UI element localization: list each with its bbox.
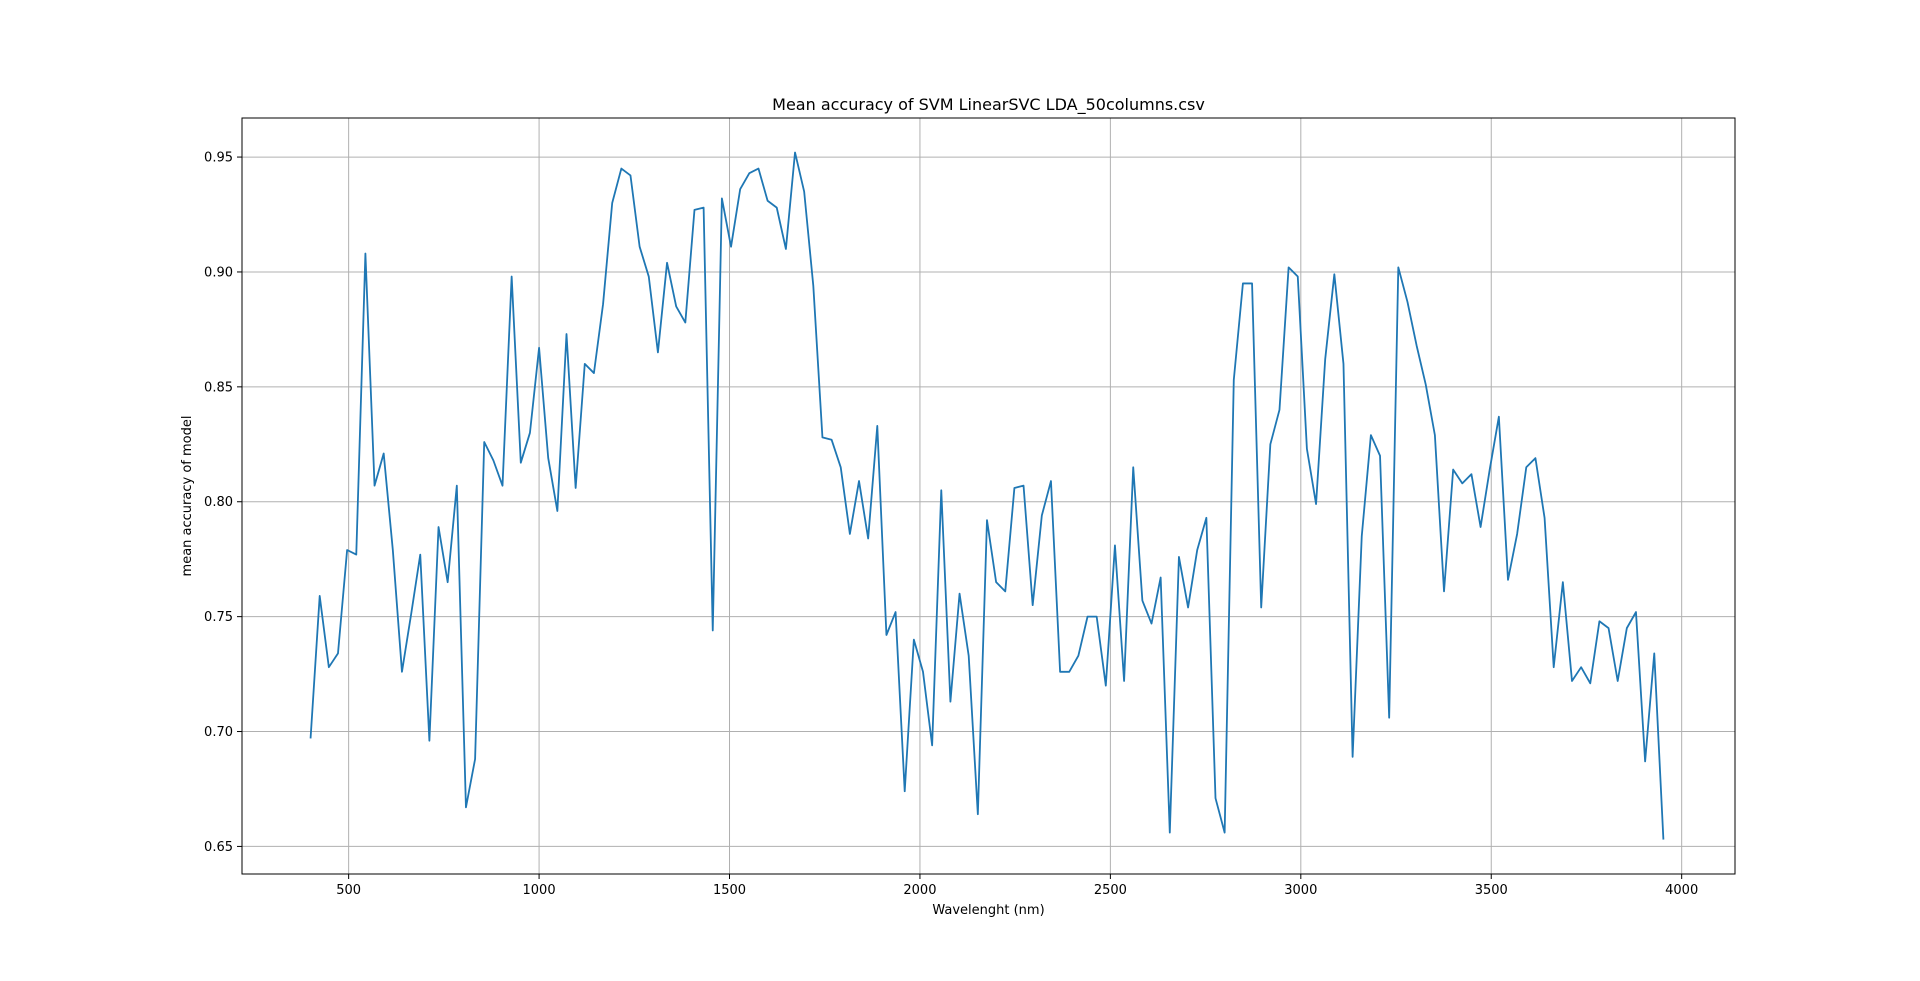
y-tick-label: 0.65 [204, 840, 233, 855]
x-tick-label: 2500 [1094, 883, 1127, 898]
x-tick-label: 2000 [903, 883, 936, 898]
plot-frame [241, 117, 1736, 875]
x-axis-label: Wavelenght (nm) [932, 903, 1044, 918]
y-tick-label: 0.75 [204, 610, 233, 625]
series-line [309, 151, 1665, 840]
chart-title: Mean accuracy of SVM LinearSVC LDA_50col… [772, 95, 1205, 115]
x-tick-label: 1500 [713, 883, 746, 898]
y-tick-label: 0.85 [204, 380, 233, 395]
y-tick-label: 0.70 [204, 725, 233, 740]
axis-ticks: 500 1000 1500 2000 2500 3000 3500 4000 0.65 0.70 0… [204, 151, 1698, 898]
grid [242, 118, 1735, 874]
y-axis-label: mean accuracy of model [180, 416, 195, 577]
y-tick-label: 0.95 [204, 151, 233, 166]
series-layer [309, 151, 1665, 840]
x-tick-label: 500 [336, 883, 361, 898]
y-tick-label: 0.90 [204, 265, 233, 280]
x-tick-label: 3000 [1284, 883, 1317, 898]
y-tick-label: 0.80 [204, 495, 233, 510]
x-tick-label: 1000 [523, 883, 556, 898]
x-tick-label: 3500 [1475, 883, 1508, 898]
x-tick-label: 4000 [1665, 883, 1698, 898]
